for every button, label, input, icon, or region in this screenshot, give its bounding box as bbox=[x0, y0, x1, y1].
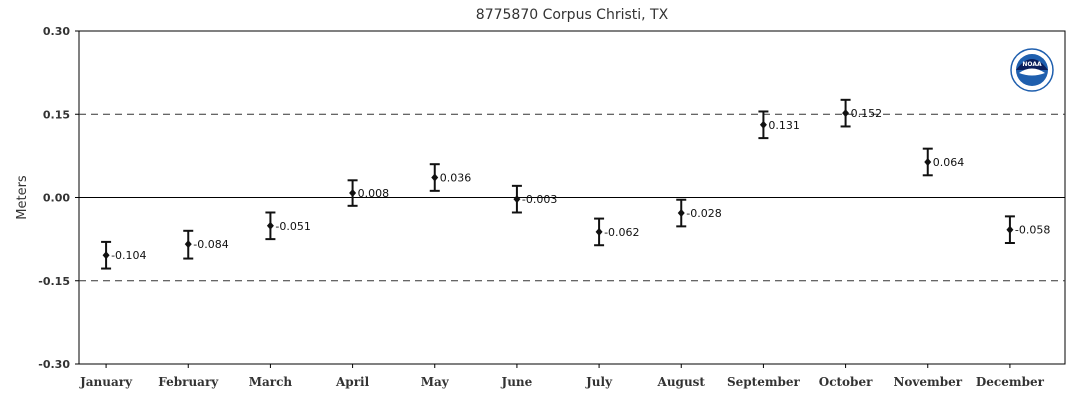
data-label: 0.008 bbox=[358, 187, 390, 200]
data-point bbox=[513, 195, 521, 204]
x-tick-label: December bbox=[976, 375, 1045, 389]
y-tick-label: 0.15 bbox=[43, 108, 70, 121]
data-point bbox=[842, 109, 850, 118]
data-label: -0.084 bbox=[193, 238, 228, 251]
noaa-logo-wave bbox=[1019, 68, 1045, 76]
noaa-logo-bird bbox=[1016, 59, 1048, 70]
data-point bbox=[677, 209, 685, 218]
y-tick-label: -0.30 bbox=[38, 358, 70, 371]
data-label: -0.104 bbox=[111, 249, 146, 262]
data-point bbox=[595, 227, 603, 236]
data-label: -0.028 bbox=[686, 207, 721, 220]
data-label: 0.131 bbox=[768, 119, 800, 132]
x-tick-label: January bbox=[79, 375, 133, 389]
y-tick-label: -0.15 bbox=[38, 275, 70, 288]
x-tick-label: August bbox=[657, 375, 706, 389]
data-point bbox=[102, 251, 110, 260]
data-label: -0.003 bbox=[522, 193, 557, 206]
x-tick-label: March bbox=[249, 375, 293, 389]
data-point bbox=[759, 120, 767, 129]
data-label: -0.058 bbox=[1015, 224, 1050, 237]
data-point bbox=[1006, 225, 1014, 234]
x-tick-label: February bbox=[158, 375, 219, 389]
data-point bbox=[184, 240, 192, 249]
data-point bbox=[431, 173, 439, 182]
data-point bbox=[266, 221, 274, 230]
data-label: 0.152 bbox=[851, 107, 883, 120]
x-tick-label: November bbox=[893, 375, 962, 389]
data-label: -0.062 bbox=[604, 226, 639, 239]
y-tick-label: 0.00 bbox=[43, 192, 70, 205]
data-label: 0.036 bbox=[440, 172, 472, 185]
data-point bbox=[349, 189, 357, 198]
data-label: -0.051 bbox=[275, 220, 310, 233]
noaa-logo-text: NOAA bbox=[1022, 61, 1042, 68]
data-point bbox=[924, 157, 932, 166]
x-tick-label: July bbox=[585, 375, 613, 389]
x-tick-label: April bbox=[335, 375, 370, 389]
chart-title: 8775870 Corpus Christi, TX bbox=[476, 7, 669, 23]
y-axis-label: Meters bbox=[15, 175, 30, 220]
x-tick-label: June bbox=[501, 375, 533, 389]
x-tick-label: May bbox=[421, 375, 450, 389]
x-tick-label: October bbox=[819, 375, 873, 389]
x-tick-label: September bbox=[727, 375, 801, 389]
data-label: 0.064 bbox=[933, 156, 965, 169]
y-tick-label: 0.30 bbox=[43, 25, 70, 38]
